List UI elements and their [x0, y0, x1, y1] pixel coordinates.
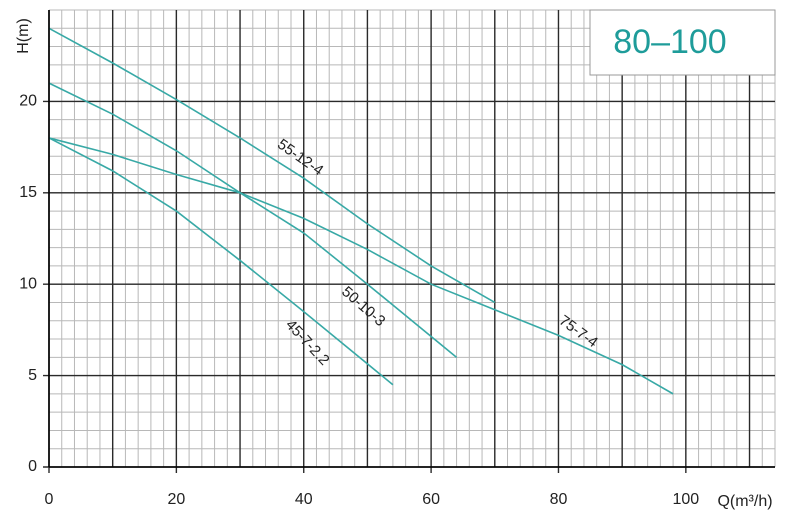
curve-label: 55-12-4 — [274, 136, 326, 180]
title-box — [589, 9, 776, 76]
curve — [48, 137, 394, 386]
y-tick-label: 20 — [19, 93, 37, 110]
chart-title: 80–100 — [613, 23, 726, 61]
x-tick-label: 0 — [45, 491, 54, 508]
x-tick-label: 60 — [422, 491, 440, 508]
curves — [48, 27, 674, 395]
y-tick-label: 0 — [28, 458, 37, 475]
x-tick-label: 100 — [672, 491, 699, 508]
y-axis-label: H(m) — [15, 18, 32, 54]
y-tick-label: 5 — [28, 367, 37, 384]
curve — [48, 82, 458, 358]
x-tick-label: 40 — [295, 491, 313, 508]
grid — [43, 9, 776, 473]
y-tick-label: 10 — [19, 275, 37, 292]
x-tick-label: 80 — [550, 491, 568, 508]
y-tick-label: 15 — [19, 184, 37, 201]
x-tick-label: 20 — [167, 491, 185, 508]
curve-label: 45-7-2.2 — [282, 316, 333, 368]
x-axis-label: Q(m³/h) — [717, 493, 772, 510]
curve — [48, 27, 496, 304]
curve — [48, 137, 674, 395]
curve-label: 50-10-3 — [338, 283, 388, 330]
